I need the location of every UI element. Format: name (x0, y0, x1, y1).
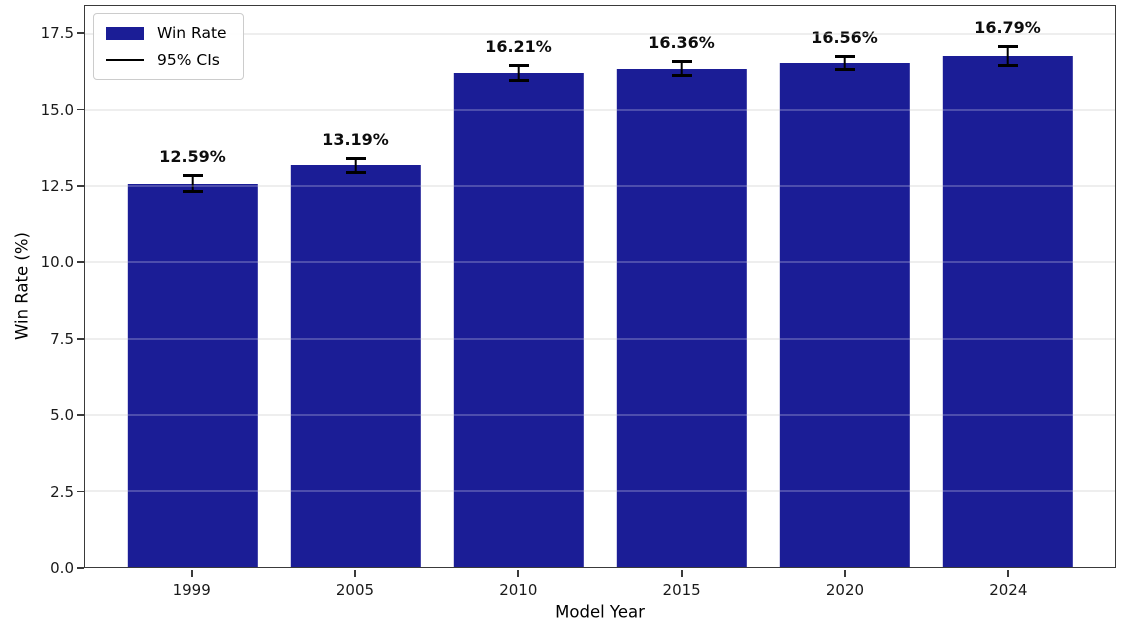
error-bar-line (843, 54, 846, 71)
x-tick: 2020 (763, 569, 926, 599)
legend-label: 95% CIs (157, 51, 220, 69)
y-axis-title: Win Rate (%) (12, 232, 32, 340)
x-tick-mark (844, 569, 846, 577)
x-tick: 2015 (600, 569, 763, 599)
bar-value-label: 16.79% (974, 17, 1041, 37)
error-bar (671, 60, 692, 78)
y-tick-label: 10.0 (40, 253, 74, 272)
bar-value-label: 16.36% (648, 33, 715, 53)
y-tick-label: 15.0 (40, 100, 74, 119)
bar-value-label: 16.21% (485, 37, 552, 57)
y-gridline (85, 413, 1115, 416)
error-bar-line (517, 64, 520, 83)
bar-slot: 16.56% (763, 6, 926, 567)
x-tick-mark (517, 569, 520, 577)
bars-row: 12.59% 13.19% 16.21% 16.36% 16.56% 16.79% (85, 6, 1115, 567)
x-axis-title: Model Year (555, 602, 645, 622)
x-tick-label: 1999 (172, 580, 211, 599)
legend-patch-icon (106, 26, 144, 40)
y-gridline (85, 33, 1115, 36)
error-bar (345, 156, 366, 174)
bar (779, 62, 910, 567)
x-tick-mark (680, 569, 683, 577)
x-tick-mark (1007, 569, 1010, 577)
x-tick: 2010 (437, 569, 600, 599)
error-bar-line (1006, 44, 1009, 67)
x-tick-mark (354, 569, 356, 577)
y-tick-label: 0.0 (50, 559, 74, 577)
bar (942, 55, 1073, 567)
error-bar-line (680, 60, 683, 78)
legend-line-icon (106, 58, 144, 62)
y-tick-mark (77, 261, 84, 264)
legend-entry-cis: 95% CIs (106, 51, 227, 69)
error-bar (182, 174, 203, 193)
legend-label: Win Rate (157, 24, 227, 42)
bar-value-label: 13.19% (322, 129, 389, 149)
y-tick-mark (77, 490, 84, 493)
x-tick-mark (190, 569, 193, 577)
x-tick-label: 2015 (662, 580, 701, 599)
x-axis: 1999 2005 2010 2015 2020 2024 (84, 569, 1116, 599)
y-tick-mark (77, 108, 84, 111)
y-tick-label: 5.0 (50, 406, 74, 425)
bar-value-label: 12.59% (159, 147, 226, 167)
legend-entry-win-rate: Win Rate (106, 24, 227, 42)
y-tick-label: 7.5 (50, 329, 74, 348)
x-tick-label: 2005 (335, 580, 375, 599)
bar-slot: 12.59% (111, 6, 274, 567)
y-tick-label: 12.5 (40, 176, 74, 195)
x-tick: 2024 (927, 569, 1090, 599)
y-tick-mark (77, 32, 84, 35)
x-tick-label: 2020 (825, 580, 865, 599)
y-gridline (85, 337, 1115, 340)
bar-slot: 16.21% (437, 6, 600, 567)
bar (616, 68, 747, 567)
y-tick-label: 17.5 (40, 24, 74, 43)
bar-value-label: 16.56% (811, 27, 878, 47)
legend: Win Rate 95% CIs (93, 13, 244, 80)
x-tick-label: 2010 (499, 580, 538, 599)
bar-slot: 13.19% (274, 6, 437, 567)
error-bar-line (191, 174, 194, 193)
bar-slot: 16.36% (600, 6, 763, 567)
bar (290, 165, 421, 567)
bar (453, 73, 584, 567)
y-gridline (85, 489, 1115, 492)
error-bar (834, 54, 855, 71)
error-bar (997, 44, 1018, 67)
x-tick-label: 2024 (989, 580, 1028, 599)
y-tick-mark (77, 567, 84, 569)
error-bar-line (354, 156, 357, 174)
y-gridline (85, 109, 1115, 112)
x-tick: 2005 (273, 569, 436, 599)
y-gridline (85, 261, 1115, 264)
y-gridline (85, 185, 1115, 188)
x-tick: 1999 (110, 569, 273, 599)
y-tick-mark (77, 185, 84, 187)
y-tick-mark (77, 337, 84, 340)
bar-slot: 16.79% (926, 6, 1089, 567)
error-bar (508, 64, 529, 83)
plot-area: 12.59% 13.19% 16.21% 16.36% 16.56% 16.79% Win… (84, 5, 1116, 568)
y-tick-label: 2.5 (50, 482, 74, 501)
bar (127, 183, 258, 567)
y-tick-mark (77, 414, 84, 417)
